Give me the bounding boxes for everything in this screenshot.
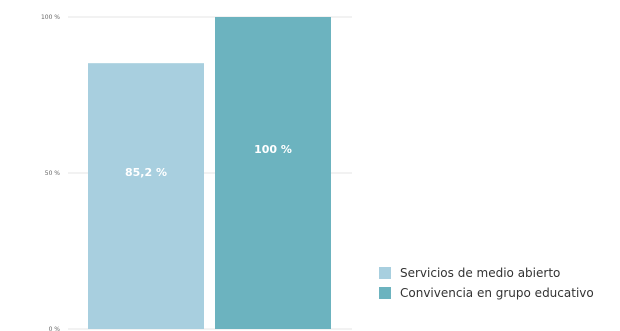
y-tick-label-0: 0 % [49,326,61,331]
legend-label-2: Convivencia en grupo educativo [400,286,594,300]
legend-swatch-2 [379,287,391,299]
legend-swatch-1 [379,267,391,279]
bar-1 [88,63,204,330]
legend-label-1: Servicios de medio abierto [400,266,560,280]
bar-value-label-1: 85,2 % [125,166,167,179]
y-axis-ticks: 0 % 50 % 100 % [41,14,60,331]
y-tick-label-100: 100 % [41,14,60,21]
y-tick-label-50: 50 % [45,170,61,177]
bars: 85,2 % 100 % [88,17,331,330]
bar-value-label-2: 100 % [254,143,292,156]
legend: Servicios de medio abierto Convivencia en… [379,266,594,300]
bar-2 [215,17,331,329]
